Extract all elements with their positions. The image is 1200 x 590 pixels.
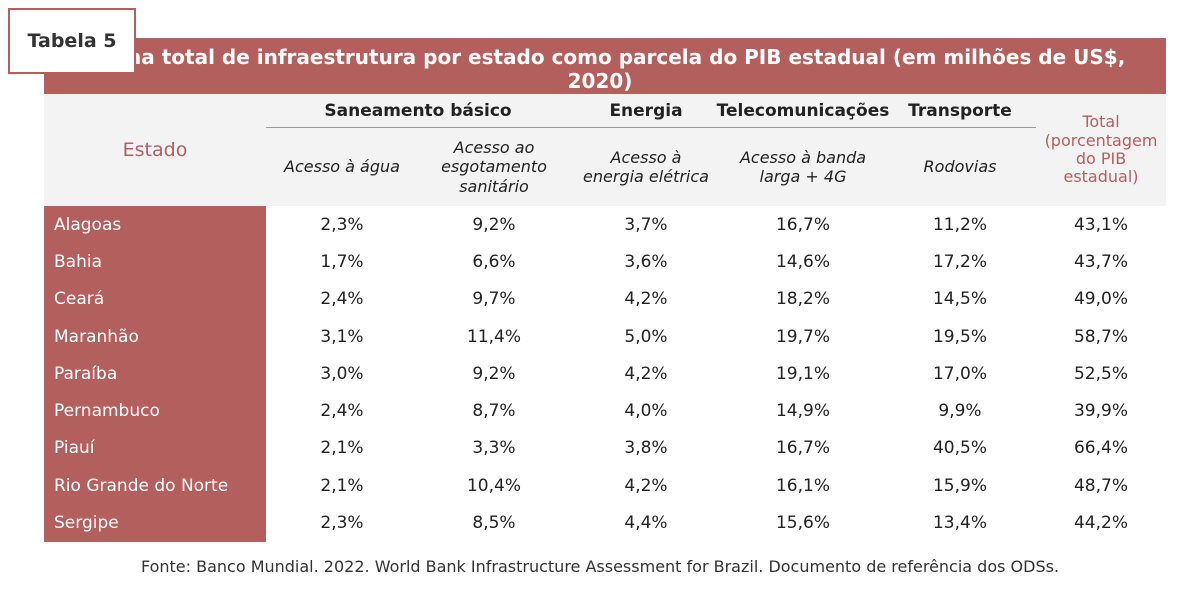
state-name: Maranhão xyxy=(54,326,139,347)
state-name: Ceará xyxy=(54,289,105,310)
cell-value: 3,3% xyxy=(472,438,516,459)
cell-value: 3,8% xyxy=(624,438,668,459)
cell-value: 58,7% xyxy=(1073,326,1128,347)
cell-value: 4,2% xyxy=(624,475,668,496)
cell-value: 48,7% xyxy=(1073,475,1128,496)
cell-value: 5,0% xyxy=(624,326,668,347)
cell-value: 9,9% xyxy=(938,401,982,422)
state-name: Rio Grande do Norte xyxy=(54,475,229,496)
cell-value: 9,2% xyxy=(472,214,516,235)
cell-value: 9,7% xyxy=(472,289,516,310)
estado-header: Estado xyxy=(122,139,188,161)
cell-value: 66,4% xyxy=(1073,438,1128,459)
source-note: Fonte: Banco Mundial. 2022. World Bank I… xyxy=(140,556,1060,576)
table-tag: Tabela 5 xyxy=(8,8,136,74)
group-header: Energia xyxy=(609,101,683,121)
cell-value: 2,4% xyxy=(320,401,364,422)
state-name: Bahia xyxy=(54,251,102,272)
cell-value: 17,0% xyxy=(932,363,987,384)
cell-value: 19,5% xyxy=(932,326,987,347)
cell-value: 14,9% xyxy=(775,401,830,422)
cell-value: 6,6% xyxy=(472,251,516,272)
column-header: Acesso à banda larga + 4G xyxy=(739,147,867,186)
cell-value: 4,2% xyxy=(624,289,668,310)
cell-value: 13,4% xyxy=(932,513,987,534)
column-header: Acesso à energia elétrica xyxy=(583,147,709,186)
cell-value: 8,7% xyxy=(472,401,516,422)
cell-value: 39,9% xyxy=(1073,401,1128,422)
cell-value: 43,1% xyxy=(1073,214,1128,235)
cell-value: 11,2% xyxy=(932,214,987,235)
state-name: Alagoas xyxy=(54,214,122,235)
cell-value: 19,1% xyxy=(775,363,830,384)
group-header: Telecomunicações xyxy=(716,101,890,121)
cell-value: 4,4% xyxy=(624,513,668,534)
table-title: Lacuna total de infraestrutura por estad… xyxy=(44,38,1166,94)
cell-value: 14,6% xyxy=(775,251,830,272)
cell-value: 16,1% xyxy=(775,475,830,496)
total-header: Total (porcentagem do PIB estadual) xyxy=(1044,112,1158,187)
cell-value: 15,9% xyxy=(932,475,987,496)
state-name: Pernambuco xyxy=(54,401,160,422)
cell-value: 43,7% xyxy=(1073,251,1128,272)
cell-value: 14,5% xyxy=(932,289,987,310)
header-background xyxy=(44,94,1166,206)
cell-value: 3,0% xyxy=(320,363,364,384)
group-header: Saneamento básico xyxy=(324,101,512,121)
cell-value: 18,2% xyxy=(775,289,830,310)
cell-value: 1,7% xyxy=(320,251,364,272)
cell-value: 4,0% xyxy=(624,401,668,422)
cell-value: 11,4% xyxy=(466,326,521,347)
cell-value: 2,3% xyxy=(320,214,364,235)
state-name: Paraíba xyxy=(54,363,118,384)
cell-value: 2,1% xyxy=(320,475,364,496)
state-name: Sergipe xyxy=(54,513,119,534)
cell-value: 10,4% xyxy=(466,475,521,496)
state-name: Piauí xyxy=(54,438,95,459)
cell-value: 44,2% xyxy=(1073,513,1128,534)
cell-value: 52,5% xyxy=(1073,363,1128,384)
cell-value: 3,7% xyxy=(624,214,668,235)
cell-value: 16,7% xyxy=(775,438,830,459)
cell-value: 17,2% xyxy=(932,251,987,272)
cell-value: 9,2% xyxy=(472,363,516,384)
cell-value: 4,2% xyxy=(624,363,668,384)
cell-value: 19,7% xyxy=(775,326,830,347)
cell-value: 3,1% xyxy=(320,326,364,347)
cell-value: 40,5% xyxy=(932,438,987,459)
group-header: Transporte xyxy=(908,101,1012,121)
cell-value: 3,6% xyxy=(624,251,668,272)
column-header: Acesso ao esgotamento sanitário xyxy=(441,138,547,196)
state-column-bg xyxy=(44,206,266,542)
cell-value: 2,1% xyxy=(320,438,364,459)
cell-value: 2,4% xyxy=(320,289,364,310)
cell-value: 15,6% xyxy=(775,513,830,534)
cell-value: 16,7% xyxy=(775,214,830,235)
cell-value: 2,3% xyxy=(320,513,364,534)
column-header: Rodovias xyxy=(923,157,997,177)
cell-value: 8,5% xyxy=(472,513,516,534)
group-divider xyxy=(266,127,1036,128)
cell-value: 49,0% xyxy=(1073,289,1128,310)
column-header: Acesso à água xyxy=(284,157,400,177)
